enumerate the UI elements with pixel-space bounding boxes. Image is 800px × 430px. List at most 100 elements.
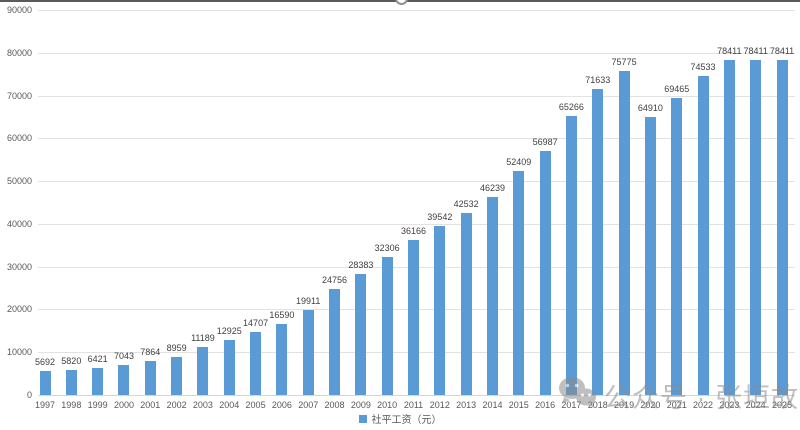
chart-selection-handle	[395, 0, 408, 5]
bar-value-label: 71633	[585, 74, 611, 85]
bar	[644, 117, 656, 395]
gridline	[38, 223, 795, 225]
bar-value-label: 78411	[717, 45, 742, 56]
y-axis-tick-label: 60000	[6, 133, 32, 144]
bar	[355, 273, 367, 395]
x-axis-tick-label: 2022	[693, 400, 714, 410]
x-axis-tick-label: 2004	[219, 400, 240, 410]
bar-value-label: 39542	[427, 211, 453, 222]
bar-value-label: 78411	[769, 45, 795, 56]
bar-value-label: 46239	[479, 183, 505, 194]
x-axis-tick-label: 2008	[324, 400, 345, 410]
bar-value-label: 56987	[532, 137, 558, 148]
x-axis-line	[38, 395, 795, 396]
x-axis-tick-label: 2016	[535, 400, 556, 410]
bar	[750, 59, 762, 395]
bar	[513, 170, 525, 395]
bar	[539, 151, 551, 395]
bar-value-label: 32306	[374, 242, 400, 253]
y-axis-tick-label: 90000	[6, 5, 32, 15]
gridline	[38, 10, 795, 11]
x-axis-tick-label: 2018	[587, 400, 608, 410]
x-axis-tick-label: 2017	[561, 400, 582, 410]
y-axis-tick-label: 70000	[6, 90, 32, 101]
bar-value-label: 16590	[269, 310, 295, 321]
bar	[92, 367, 104, 395]
y-axis-tick-label: 50000	[6, 176, 32, 187]
x-axis-tick-label: 2007	[298, 400, 319, 410]
bar-value-label: 7043	[113, 350, 134, 361]
bar-value-label: 52409	[506, 156, 532, 167]
gridline	[38, 181, 795, 183]
legend-marker	[358, 414, 367, 423]
bar	[592, 88, 604, 395]
bar	[171, 356, 183, 395]
x-axis-tick-label: 2006	[271, 400, 292, 410]
bar	[671, 97, 683, 395]
bar-value-label: 75775	[611, 56, 637, 67]
gridline	[38, 52, 795, 54]
y-axis-tick-label: 20000	[6, 304, 32, 315]
bar	[381, 256, 393, 395]
x-axis-tick-label: 2014	[482, 400, 503, 410]
bar-value-label: 36166	[400, 226, 427, 237]
bar-value-label: 7864	[140, 347, 161, 358]
bar	[723, 59, 735, 395]
x-axis-tick-label: 2024	[745, 400, 766, 410]
bar	[276, 324, 288, 395]
x-axis-tick-label: 2013	[456, 400, 477, 410]
gridline	[38, 95, 795, 97]
x-axis-tick-label: 2023	[719, 400, 740, 410]
x-axis-tick-label: 2000	[113, 400, 134, 410]
bar	[329, 289, 341, 395]
bar	[565, 115, 577, 395]
bar	[697, 76, 709, 395]
bar-value-label: 64910	[637, 103, 663, 114]
bar	[618, 70, 630, 395]
bar	[302, 309, 314, 395]
x-axis-tick-label: 2010	[377, 400, 398, 410]
bar	[250, 332, 262, 395]
bar	[486, 197, 498, 395]
bar-value-label: 78411	[743, 45, 768, 56]
x-axis-tick-label: 1997	[34, 400, 56, 410]
bar	[144, 361, 156, 395]
bar	[223, 339, 235, 395]
bar-value-label: 28383	[348, 259, 374, 270]
x-axis-tick-label: 2015	[508, 400, 529, 410]
x-axis-tick-label: 2002	[166, 400, 187, 410]
bar	[197, 347, 209, 395]
bar-value-label: 5692	[34, 356, 56, 367]
bar-value-label: 14707	[243, 318, 269, 329]
x-axis-tick-label: 1998	[61, 400, 82, 410]
x-axis-tick-label: 2020	[640, 400, 661, 410]
bar-value-label: 65266	[558, 101, 584, 112]
bar	[408, 240, 419, 395]
y-axis-tick-label: 0	[26, 390, 32, 400]
x-axis-tick-label: 2009	[350, 400, 371, 410]
y-axis-tick-label: 10000	[6, 347, 32, 358]
gridline	[38, 138, 795, 140]
y-axis-tick-label: 40000	[6, 218, 32, 229]
bar-value-label: 69465	[664, 83, 690, 94]
x-axis-tick-label: 1999	[87, 400, 108, 410]
bar-value-label: 12925	[216, 325, 242, 336]
chart-legend: 社平工资（元）	[0, 411, 800, 426]
y-axis-tick-label: 30000	[6, 261, 32, 272]
bar-value-label: 8959	[166, 342, 187, 353]
bar-value-label: 74533	[690, 62, 716, 73]
bar-value-label: 6421	[87, 353, 108, 364]
bar-value-label: 11189	[191, 333, 215, 344]
bar-value-label: 5820	[61, 356, 82, 367]
x-axis-tick-label: 2012	[429, 400, 450, 410]
bar	[776, 59, 788, 395]
legend-label: 社平工资（元）	[371, 415, 442, 426]
x-axis-tick-label: 2003	[192, 400, 213, 410]
x-axis-tick-label: 2001	[140, 400, 161, 410]
bar	[434, 225, 446, 395]
bar-value-label: 42532	[453, 199, 479, 210]
x-axis-tick-label: 2025	[771, 400, 793, 410]
bar	[65, 370, 77, 395]
x-axis-tick-label: 2021	[666, 400, 687, 410]
